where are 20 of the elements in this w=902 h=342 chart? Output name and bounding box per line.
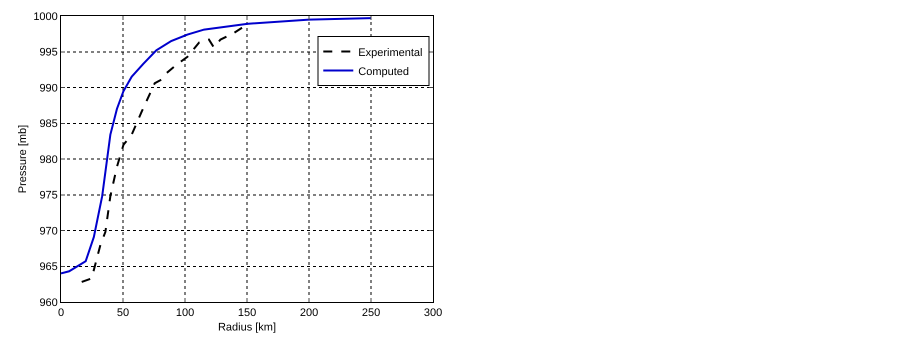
y-tick-label: 975 — [39, 190, 58, 202]
x-tick-label: 300 — [424, 307, 442, 320]
y-tick-label: 990 — [39, 82, 58, 94]
x-tick-label: 0 — [58, 307, 64, 320]
x-tick-label: 150 — [238, 307, 256, 320]
y-tick-label: 995 — [39, 46, 58, 59]
y-tick-label: 980 — [39, 154, 58, 166]
y-tick-label: 970 — [39, 225, 58, 238]
x-tick-label: 50 — [116, 307, 130, 320]
x-axis-title: Radius [km] — [218, 321, 276, 334]
x-tick-label: 200 — [300, 307, 318, 320]
y-tick-label: 960 — [39, 296, 58, 309]
legend-label: Experimental — [358, 46, 422, 59]
x-tick-label: 250 — [362, 307, 380, 320]
y-axis-title: Pressure [mb] — [16, 124, 29, 194]
x-tick-label: 100 — [176, 307, 194, 320]
y-tick-label: 1000 — [33, 10, 58, 23]
y-tick-label: 985 — [39, 118, 58, 130]
legend-label: Computed — [358, 66, 410, 78]
y-tick-label: 965 — [39, 261, 58, 274]
